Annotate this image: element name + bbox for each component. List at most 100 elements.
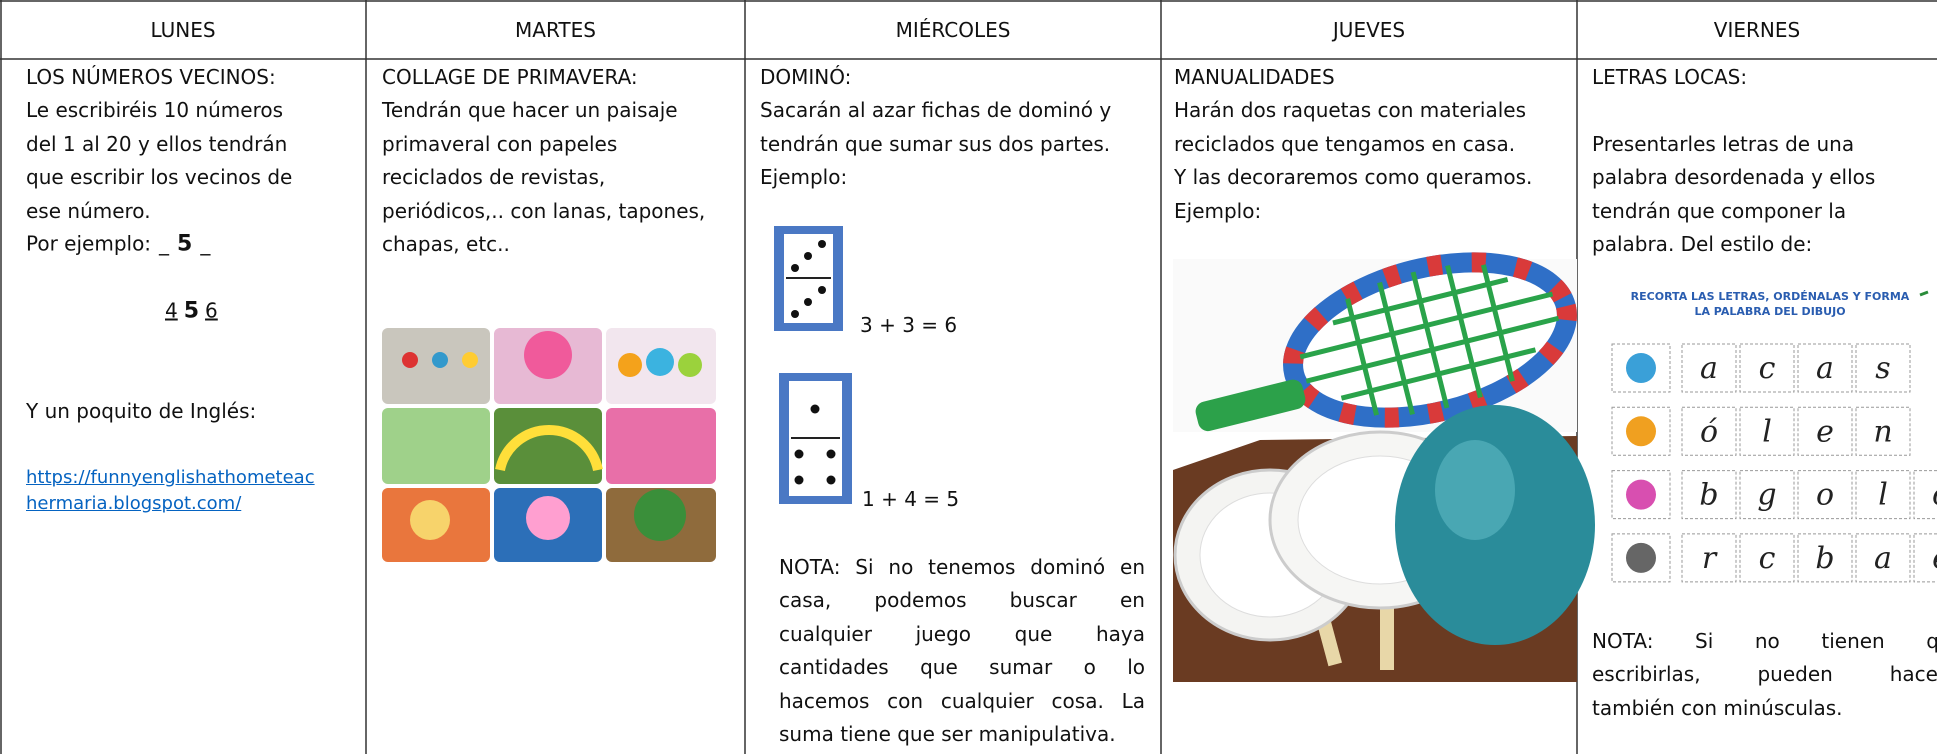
section-title: LOS NÚMEROS VECINOS: xyxy=(26,65,276,89)
letter: a xyxy=(1816,351,1834,386)
letter: r xyxy=(1702,541,1718,576)
letter: ó xyxy=(1700,414,1718,449)
letter-box xyxy=(1913,533,1937,583)
letter-box xyxy=(1739,533,1795,583)
note-line: casa, podemos buscar en xyxy=(779,588,1145,613)
letter-box xyxy=(1797,533,1853,583)
icon xyxy=(1626,479,1656,510)
icon xyxy=(1626,416,1656,447)
letter-box xyxy=(1855,533,1911,583)
letter: l xyxy=(1878,478,1888,513)
text-part: _ xyxy=(200,231,211,256)
letter-box xyxy=(1797,343,1853,393)
section-title: MANUALIDADES xyxy=(1174,65,1335,89)
letter: e xyxy=(1816,414,1834,449)
text-line: reciclados que tengamos en casa. xyxy=(1174,131,1516,156)
note-line: hacemos con cualquier cosa. La xyxy=(779,688,1145,713)
sum-text: 1 + 4 = 5 xyxy=(862,487,960,511)
letter-box xyxy=(1681,406,1737,456)
letter-box xyxy=(1739,470,1795,520)
letter: b xyxy=(1699,478,1718,513)
worksheet-image: RECORTA LAS LETRAS, ORDÉNALAS Y FORMA LA… xyxy=(1611,290,1937,583)
text-line: Y las decoraremos como queramos. xyxy=(1174,165,1533,190)
text-line: palabra. Del estilo de: xyxy=(1592,232,1813,256)
letter: s xyxy=(1875,351,1890,386)
letter-box xyxy=(1913,470,1937,520)
note-line: también con minúsculas. xyxy=(1592,695,1843,720)
text-line: palabra desordenada y ellos xyxy=(1592,165,1876,190)
letter: a xyxy=(1874,541,1892,576)
letter: c xyxy=(1759,541,1776,576)
text-part: _ xyxy=(159,231,170,256)
letter-box xyxy=(1855,406,1911,456)
icon xyxy=(1626,542,1656,573)
note-line: suma tiene que ser manipulativa. xyxy=(779,722,1116,746)
section-title: LETRAS LOCAS: xyxy=(1592,65,1748,89)
link-line[interactable]: hermaria.blogspot.com/ xyxy=(26,493,242,514)
text-line: del 1 al 20 y ellos tendrán xyxy=(26,131,288,156)
section-title: COLLAGE DE PRIMAVERA: xyxy=(382,65,638,89)
letter-box xyxy=(1681,470,1737,520)
plates-image xyxy=(1173,405,1595,682)
text-line: ese número. xyxy=(26,198,151,223)
letter: b xyxy=(1815,541,1834,576)
text-part: Por ejemplo: xyxy=(26,231,152,256)
letter-box xyxy=(1797,406,1853,456)
text-part: 6 xyxy=(205,298,218,323)
letter-box xyxy=(1739,406,1795,456)
letter-box xyxy=(1855,470,1911,520)
text-line: Tendrán que hacer un paisaje xyxy=(382,98,678,123)
text-line: Y un poquito de Inglés: xyxy=(26,399,257,423)
letter: a xyxy=(1700,351,1718,386)
letter: n xyxy=(1873,414,1892,449)
text-line: Sacarán al azar fichas de dominó y xyxy=(760,98,1112,123)
text-part: 5 xyxy=(177,231,193,257)
letter: g xyxy=(1757,478,1776,513)
text-line: primaveral con papeles xyxy=(382,131,618,156)
column-header: VIERNES xyxy=(1713,18,1801,42)
text-part: 5 xyxy=(183,298,200,324)
note-line: escribirlas, pueden hacerlo xyxy=(1592,662,1937,687)
example-line: Por ejemplo: _ 5 _ xyxy=(26,232,210,257)
column-header: MIÉRCOLES xyxy=(895,18,1011,42)
domino-image xyxy=(774,226,843,331)
collage-image xyxy=(382,328,716,562)
letter: l xyxy=(1762,414,1772,449)
text-line: que escribir los vecinos de xyxy=(26,165,293,190)
letter-box xyxy=(1855,343,1911,393)
letter: o xyxy=(1932,478,1937,513)
column-header: JUEVES xyxy=(1332,18,1406,42)
sum-text: 3 + 3 = 6 xyxy=(860,313,958,337)
icon xyxy=(1626,353,1656,383)
section-title: DOMINÓ: xyxy=(760,65,852,89)
letter-box xyxy=(1681,533,1737,583)
letter: o xyxy=(1816,478,1834,513)
link-line[interactable]: https://funnyenglishathometeac xyxy=(26,467,315,488)
letter-box xyxy=(1681,343,1737,393)
text-part: 4 xyxy=(165,298,178,323)
text-line: Harán dos raquetas con materiales xyxy=(1174,98,1527,123)
note-line: cualquier juego que haya xyxy=(779,621,1145,646)
text-line: Ejemplo: xyxy=(1174,198,1262,223)
domino-image xyxy=(779,373,852,504)
text-line: chapas, etc.. xyxy=(382,232,510,256)
text-line: Ejemplo: xyxy=(760,165,848,190)
text-line: tendrán que sumar sus dos partes. xyxy=(760,131,1111,156)
text-line: Le escribiréis 10 números xyxy=(26,98,284,123)
worksheet-title: LA PALABRA DEL DIBUJO xyxy=(1694,305,1845,318)
letter-box xyxy=(1739,343,1795,393)
text-line: tendrán que componer la xyxy=(1592,198,1847,223)
text-line: periódicos,.. con lanas, tapones, xyxy=(382,198,706,223)
note-line: cantidades que sumar o lo xyxy=(779,655,1145,680)
note-line: NOTA: Si no tenemos dominó en xyxy=(779,555,1145,579)
link[interactable]: https://funnyenglishathometeac hermaria.… xyxy=(26,465,315,517)
letter-box xyxy=(1797,470,1853,520)
text-line: Presentarles letras de una xyxy=(1592,131,1855,156)
letter: e xyxy=(1932,541,1937,576)
column-header: LUNES xyxy=(150,18,216,42)
letter: c xyxy=(1759,351,1776,386)
